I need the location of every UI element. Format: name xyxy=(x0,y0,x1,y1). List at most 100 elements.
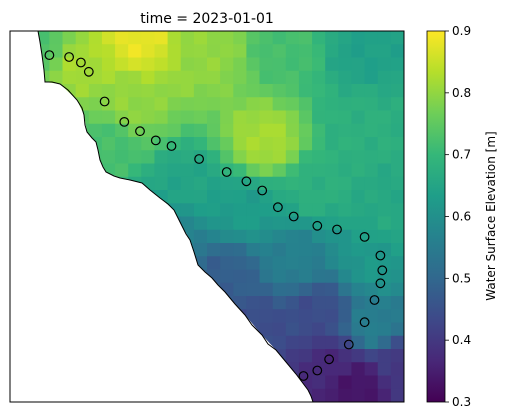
grid-cell xyxy=(285,349,300,363)
grid-cell xyxy=(154,57,169,72)
grid-cell xyxy=(101,44,116,59)
grid-cell xyxy=(351,388,366,402)
grid-cell xyxy=(180,176,195,191)
grid-cell xyxy=(62,57,77,72)
grid-cell xyxy=(207,44,221,59)
grid-cell xyxy=(180,44,195,59)
grid-cell xyxy=(390,44,404,59)
grid-cell xyxy=(128,110,142,125)
grid-cell xyxy=(272,137,287,151)
station-marker xyxy=(221,167,232,177)
grid-cell xyxy=(246,256,261,271)
grid-cell xyxy=(167,31,182,45)
grid-cell xyxy=(220,203,234,218)
grid-cell xyxy=(351,123,366,138)
grid-cell xyxy=(180,84,195,98)
grid-cell xyxy=(338,176,353,191)
grid-cell xyxy=(220,84,234,98)
grid-cell xyxy=(285,44,300,59)
grid-cell xyxy=(285,70,300,85)
grid-cell xyxy=(115,31,129,45)
grid-cell xyxy=(351,70,366,85)
grid-cell xyxy=(325,97,339,112)
colorbar-tick-label: 0.5 xyxy=(452,271,471,285)
grid-cell xyxy=(298,203,313,218)
grid-cell xyxy=(246,137,261,151)
grid-cell xyxy=(338,190,353,204)
grid-cell xyxy=(259,137,274,151)
grid-cell xyxy=(180,70,195,85)
grid-cell xyxy=(298,150,313,165)
grid-cell xyxy=(207,216,221,231)
grid-cell xyxy=(233,269,247,284)
grid-cell xyxy=(364,335,379,350)
grid-cell xyxy=(390,137,404,151)
grid-cell xyxy=(325,243,339,257)
grid-cell xyxy=(272,229,287,244)
grid-cell xyxy=(207,150,221,165)
grid-cell xyxy=(193,203,208,218)
grid-cell xyxy=(220,256,234,271)
grid-cell xyxy=(285,296,300,310)
grid-cell xyxy=(180,203,195,218)
grid-cell xyxy=(141,44,156,59)
grid-cell xyxy=(312,57,326,72)
grid-cell xyxy=(180,150,195,165)
grid-cell xyxy=(338,256,353,271)
grid-cell xyxy=(141,57,156,72)
grid-cell xyxy=(193,216,208,231)
grid-cell xyxy=(351,84,366,98)
grid-cell xyxy=(285,84,300,98)
grid-cell xyxy=(167,97,182,112)
grid-cell xyxy=(259,296,274,310)
grid-cell xyxy=(377,309,392,324)
grid-cell xyxy=(377,176,392,191)
station-marker xyxy=(83,66,94,77)
grid-cell xyxy=(298,229,313,244)
grid-cell xyxy=(193,70,208,85)
station-marker xyxy=(369,295,380,305)
grid-cell xyxy=(351,349,366,363)
grid-cell xyxy=(233,282,247,297)
grid-cell xyxy=(312,31,326,45)
grid-cell xyxy=(325,176,339,191)
grid-cell xyxy=(338,375,353,390)
grid-cell xyxy=(233,203,247,218)
grid-cell xyxy=(377,190,392,204)
grid-cell xyxy=(220,269,234,284)
grid-cell xyxy=(62,70,77,85)
grid-cell xyxy=(115,44,129,59)
grid-cell xyxy=(220,70,234,85)
grid-cell xyxy=(246,57,261,72)
grid-cell xyxy=(390,229,404,244)
grid-cell xyxy=(377,137,392,151)
grid-cell xyxy=(298,44,313,59)
grid-cell xyxy=(325,57,339,72)
grid-cell xyxy=(233,229,247,244)
grid-cell xyxy=(312,388,326,402)
grid-cell xyxy=(193,123,208,138)
grid-cell xyxy=(220,110,234,125)
grid-cell xyxy=(364,309,379,324)
grid-cell xyxy=(272,110,287,125)
grid-cell xyxy=(364,150,379,165)
grid-cell xyxy=(207,256,221,271)
grid-cell xyxy=(75,31,90,45)
grid-cell xyxy=(272,216,287,231)
land-area xyxy=(10,31,313,402)
grid-cell xyxy=(325,309,339,324)
grid-cell xyxy=(338,163,353,178)
grid-cell xyxy=(364,44,379,59)
grid-cell xyxy=(128,137,142,151)
grid-cell xyxy=(298,190,313,204)
grid-cell xyxy=(154,123,169,138)
grid-cell xyxy=(285,229,300,244)
grid-cell xyxy=(246,216,261,231)
grid-cell xyxy=(285,163,300,178)
grid-cell xyxy=(364,282,379,297)
grid-cell xyxy=(338,137,353,151)
station-marker xyxy=(359,231,370,242)
grid-cell xyxy=(207,110,221,125)
grid-cell xyxy=(312,216,326,231)
grid-cell xyxy=(220,44,234,59)
